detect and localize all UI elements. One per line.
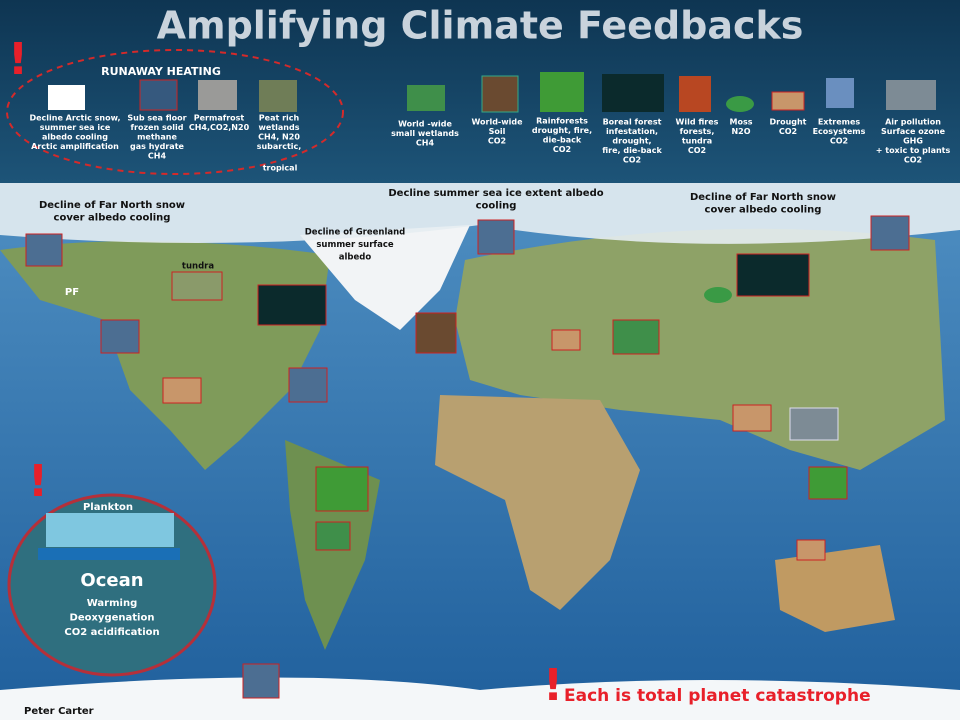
legend-item: CO2 (623, 156, 641, 165)
author: Peter Carter (24, 706, 94, 717)
title: Amplifying Climate Feedbacks (157, 4, 804, 48)
runaway-item: tropical (263, 164, 298, 173)
legend-item: CO2 (904, 156, 922, 165)
runaway-item: Decline Arctic snow, (29, 114, 120, 123)
map-label: Decline of Far North snow (690, 192, 836, 203)
runaway-title: RUNAWAY HEATING (101, 65, 221, 78)
runaway-item: methane (137, 133, 177, 142)
legend-icons (407, 72, 936, 113)
runaway-item: Arctic amplification (31, 142, 119, 151)
warning: Each is total planet catastrophe (564, 686, 871, 706)
legend-item: Boreal forest (603, 118, 662, 127)
legend-item: CO2 (488, 137, 506, 146)
alert-mark: ! (543, 660, 563, 711)
legend-item: Drought (769, 118, 806, 127)
runaway-item: CH4, N20 (258, 133, 300, 142)
legend-item: Moss (730, 118, 753, 127)
runaway-item: CH4 (148, 152, 167, 161)
legend-item: Air pollution (885, 118, 941, 127)
runaway-item: gas hydrate (130, 142, 184, 151)
runaway-item: wetlands (259, 123, 300, 132)
legend-item: Wild fires (676, 118, 719, 127)
ocean-item: CO2 acidification (64, 627, 159, 638)
alert-mark: ! (8, 34, 28, 85)
plankton-icon (46, 513, 174, 547)
legend-item: tundra (682, 137, 712, 146)
plankton-label: Plankton (83, 502, 133, 513)
map-label: Decline summer sea ice extent albedo (388, 188, 603, 199)
runaway-loop (6, 49, 344, 175)
legend-item: die-back (543, 136, 582, 145)
runaway-item: Permafrost (194, 114, 245, 123)
map-label: PF (65, 287, 79, 298)
runaway-item: subarctic, (257, 142, 302, 151)
icon-seafloor (139, 79, 178, 111)
legend-item: N2O (731, 127, 750, 136)
runaway-item: frozen solid (131, 123, 184, 132)
legend-item: Surface ozone (881, 127, 946, 136)
legend-item: drought, fire, (532, 126, 592, 135)
runaway-item: Peat rich (259, 114, 300, 123)
map-label: Decline of Far North snow (39, 200, 185, 211)
map-icons (25, 215, 910, 699)
runaway-item: CH4,CO2,N20 (189, 123, 250, 132)
ocean-item: Warming (87, 598, 137, 609)
legend-item: forests, (680, 127, 715, 136)
map-label: cover albedo cooling (54, 213, 171, 224)
runaway-item: albedo cooling (42, 133, 108, 142)
legend-item: World -wide (398, 120, 452, 129)
legend-item: + toxic to plants (876, 146, 951, 155)
legend-item: Extremes (818, 118, 861, 127)
runaway-item: summer sea ice (40, 123, 111, 132)
legend-item: CO2 (779, 127, 797, 136)
legend-item: fire, die-back (602, 146, 662, 155)
legend-item: drought, (612, 137, 651, 146)
map-label: Decline of Greenland (305, 228, 406, 238)
map-label: summer surface (316, 240, 394, 250)
alert-mark: ! (28, 456, 48, 507)
map-label: cooling (476, 201, 517, 212)
legend-item: small wetlands (391, 129, 459, 138)
legend-item: CH4 (416, 139, 435, 148)
wave-icon (38, 548, 180, 560)
legend-item: infestation, (606, 127, 658, 136)
map-label: albedo (339, 253, 372, 263)
legend-item: World-wide (471, 118, 523, 127)
legend-item: CO2 (830, 137, 848, 146)
ocean-item: Deoxygenation (70, 613, 155, 624)
icon-permafrost (198, 80, 237, 110)
legend-item: CO2 (688, 146, 706, 155)
icon-snow (48, 85, 85, 110)
legend-item: Soil (489, 127, 506, 136)
map-label: cover albedo cooling (705, 205, 822, 216)
map-label: tundra (182, 262, 214, 272)
legend-item: Rainforests (536, 117, 588, 126)
legend-item: CO2 (553, 145, 571, 154)
ocean-title: Ocean (80, 570, 143, 591)
icon-peat (259, 80, 297, 112)
legend-item: GHG (903, 137, 923, 146)
legend-item: Ecosystems (813, 127, 866, 136)
runaway-item: Sub sea floor (127, 114, 186, 123)
